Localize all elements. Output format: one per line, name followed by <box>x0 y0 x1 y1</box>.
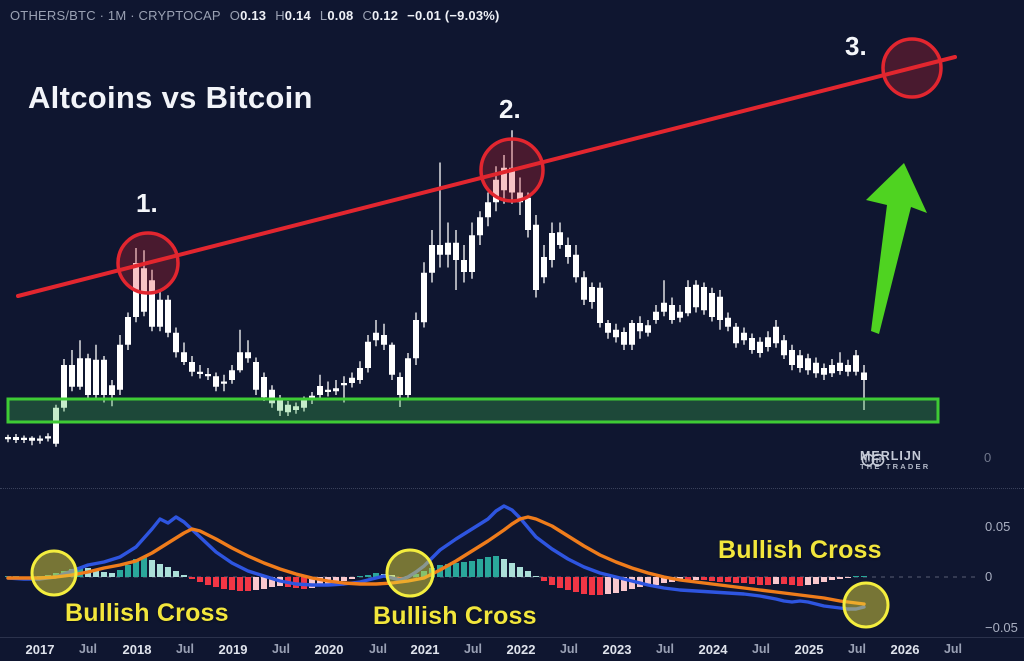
axis-label: 2021 <box>410 642 440 657</box>
up-arrow-icon <box>866 163 927 334</box>
low-value: L0.08 <box>319 8 354 23</box>
support-zone-box <box>6 397 940 424</box>
pane-divider[interactable] <box>0 488 1024 489</box>
axis-label: Jul <box>559 642 579 656</box>
axis-label: 2025 <box>794 642 824 657</box>
bullish-cross-label-2: Bullish Cross <box>373 602 537 630</box>
logo-line-1: MERLIJN <box>860 449 922 463</box>
axis-label: Jul <box>175 642 195 656</box>
merlijn-the-trader-logo: MERLIJN THE TRADER <box>860 449 931 472</box>
chart-title: Altcoins vs Bitcoin <box>28 80 313 115</box>
symbol-info-bar[interactable]: OTHERS/BTC · 1M · CRYPTOCAP O0.13 H0.14 … <box>10 8 500 23</box>
bullish-cross-label-1: Bullish Cross <box>65 599 229 627</box>
resistance-trendline <box>16 55 957 298</box>
axis-label: 2019 <box>218 642 248 657</box>
bullish-cross-label-3: Bullish Cross <box>718 536 882 564</box>
axis-label: Jul <box>943 642 963 656</box>
open-value: O0.13 <box>229 8 267 23</box>
change-value: −0.01 (−9.03%) <box>407 8 500 23</box>
symbol-name[interactable]: OTHERS/BTC · 1M · CRYPTOCAP <box>10 8 221 23</box>
axis-label: Jul <box>463 642 483 656</box>
annotation-label-2: 2. <box>499 94 521 124</box>
close-value: C0.12 <box>362 8 399 23</box>
infinity-candles-icon <box>861 453 885 467</box>
axis-label: Jul <box>271 642 291 656</box>
axis-label: Jul <box>751 642 771 656</box>
axis-label: 2026 <box>890 642 920 657</box>
axis-label: Jul <box>847 642 867 656</box>
macd-scale-tick-zero[interactable]: 0 <box>985 569 993 584</box>
annotation-label-1: 1. <box>136 188 158 218</box>
macd-scale-tick-low[interactable]: −0.05 <box>985 620 1018 635</box>
time-axis[interactable]: 2017 Jul 2018 Jul 2019 Jul 2020 Jul 2021 Jul 2022 J… <box>0 637 1024 661</box>
logo-line-2: THE TRADER <box>860 462 931 472</box>
price-scale-zero: 0 <box>984 450 992 465</box>
axis-label: Jul <box>78 642 98 656</box>
axis-label: Jul <box>655 642 675 656</box>
axis-label: 2023 <box>602 642 632 657</box>
axis-label: 2020 <box>314 642 344 657</box>
axis-label: 2022 <box>506 642 536 657</box>
axis-label: Jul <box>368 642 388 656</box>
axis-label: 2017 <box>25 642 55 657</box>
annotation-label-3: 3. <box>845 31 867 61</box>
macd-scale-tick-high[interactable]: 0.05 <box>985 519 1011 534</box>
candlestick-series <box>5 130 867 447</box>
axis-label: 2018 <box>122 642 152 657</box>
axis-label: 2024 <box>698 642 728 657</box>
trendline-touch-circles <box>116 37 943 295</box>
high-value: H0.14 <box>275 8 311 23</box>
macd-pane <box>5 504 978 629</box>
